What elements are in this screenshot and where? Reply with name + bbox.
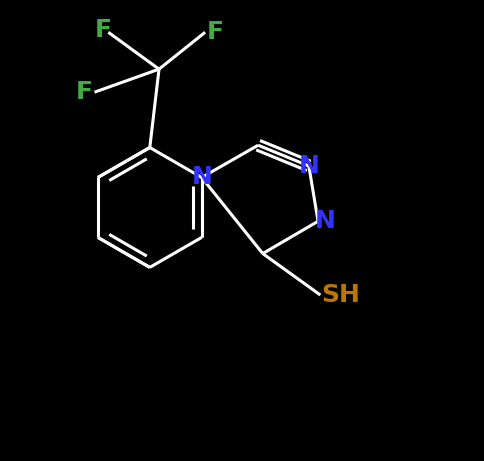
Text: N: N (315, 209, 335, 233)
Text: N: N (191, 165, 212, 189)
Text: N: N (299, 154, 319, 178)
Text: F: F (207, 20, 224, 44)
Text: F: F (76, 80, 93, 104)
Text: SH: SH (322, 283, 361, 307)
Text: F: F (95, 18, 112, 42)
